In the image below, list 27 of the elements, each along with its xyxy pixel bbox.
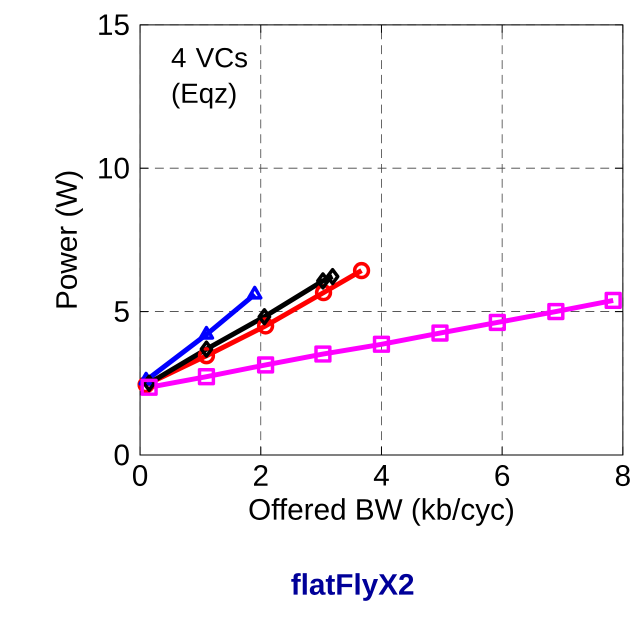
x-axis-title: Offered BW (kb/cyc): [250, 498, 513, 526]
point: [316, 272, 330, 290]
x-tick-label: 8: [616, 465, 630, 486]
point: [352, 262, 370, 280]
point: [431, 324, 449, 342]
point: [140, 378, 158, 396]
y-tick-label: 10: [99, 158, 129, 179]
point: [547, 302, 565, 320]
point: [326, 268, 340, 286]
annotation: 4 VCs (Eqz): [172, 48, 247, 109]
x-tick-label: 0: [132, 465, 148, 486]
y-axis-title: Power (W): [55, 172, 83, 308]
text: flatFlyX2: [291, 573, 414, 601]
point: [257, 308, 272, 326]
point: [488, 314, 506, 332]
point: [256, 356, 274, 374]
point: [604, 292, 622, 310]
x-tick-label: 6: [495, 465, 510, 486]
y-tick-label: 15: [99, 14, 129, 36]
point: [200, 340, 214, 358]
point: [198, 368, 216, 386]
point: [314, 345, 332, 363]
point: [372, 336, 390, 353]
x-tick-label: 4: [374, 465, 389, 486]
y-tick-label: 0: [114, 444, 129, 466]
y-tick-label: 5: [114, 301, 129, 322]
x-tick-label: 2: [254, 465, 268, 486]
